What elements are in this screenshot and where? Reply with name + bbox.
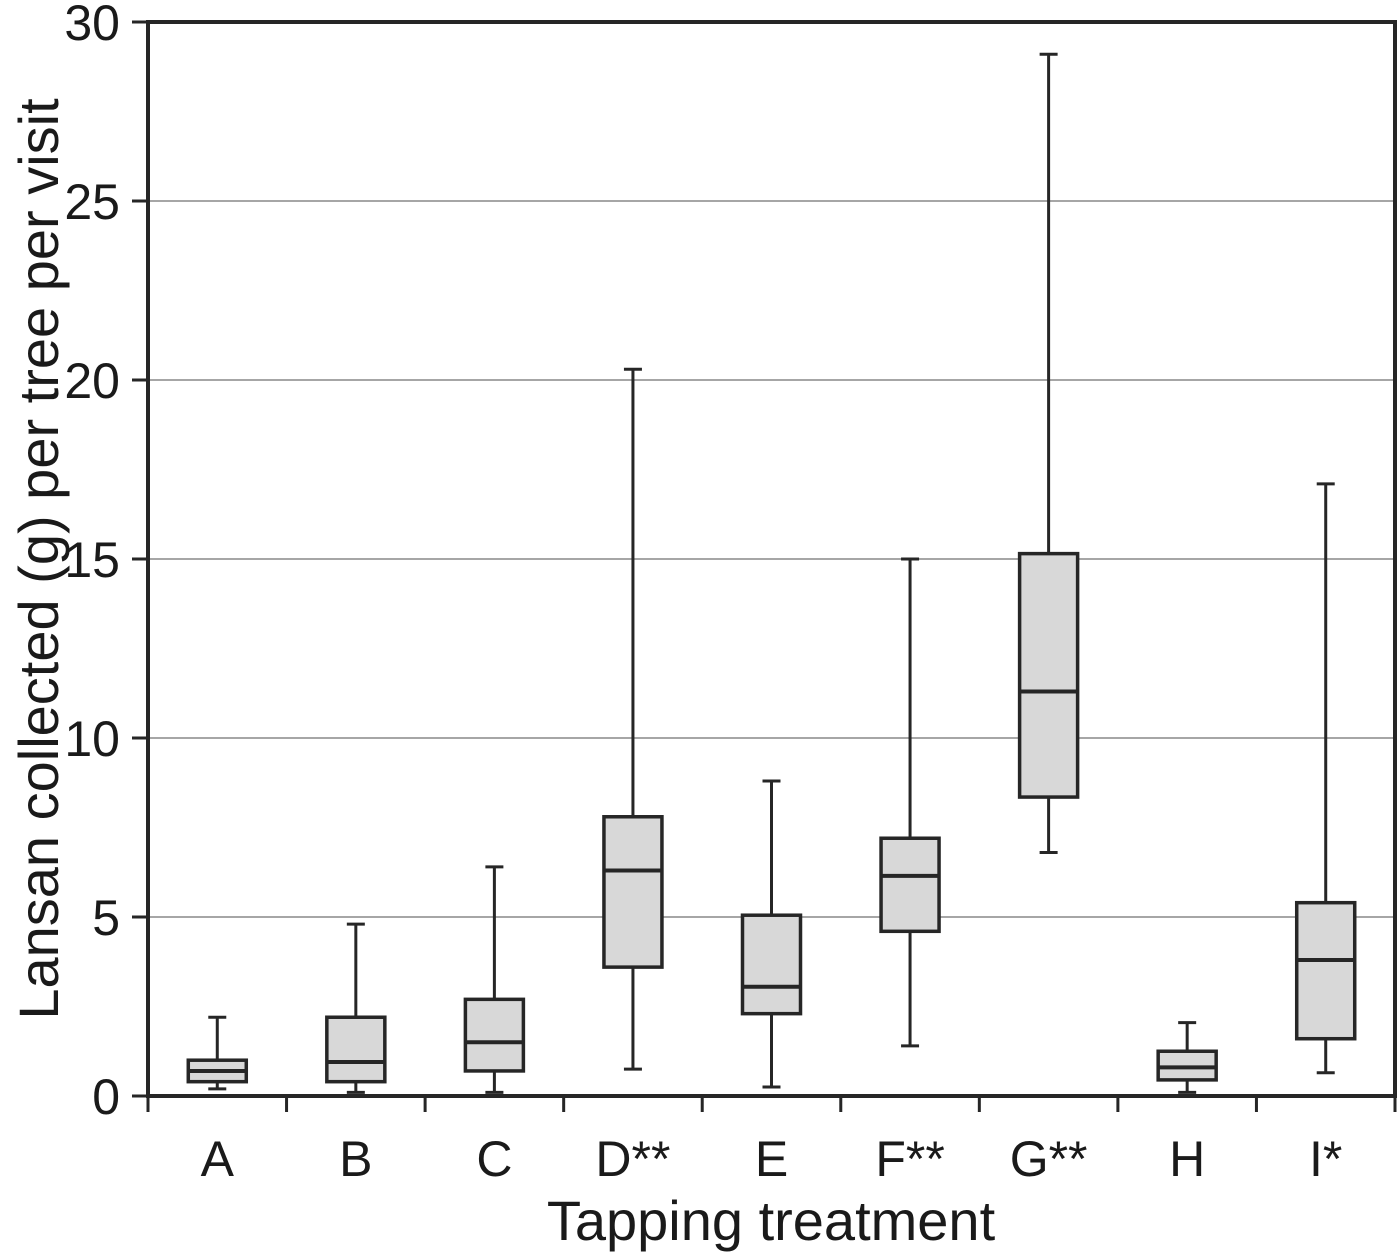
ticks-group	[132, 20, 1397, 1112]
y-tick-label: 30	[64, 0, 120, 51]
y-axis-title: Lansan collected (g) per tree per visit	[7, 98, 70, 1020]
y-tick-label: 25	[64, 174, 120, 230]
box	[325, 1015, 387, 1084]
box	[463, 997, 526, 1073]
x-category-label: I*	[1309, 1131, 1342, 1187]
x-category-label: B	[339, 1131, 372, 1187]
box	[740, 913, 803, 1016]
box	[602, 815, 664, 969]
x-category-label: E	[755, 1131, 788, 1187]
x-category-label: G**	[1010, 1131, 1088, 1187]
gridlines-group	[148, 200, 1395, 918]
x-axis-title: Tapping treatment	[547, 1189, 996, 1252]
x-category-label: A	[201, 1131, 235, 1187]
boxes-group	[186, 52, 1357, 1094]
y-tick-label: 20	[64, 353, 120, 409]
x-category-label: H	[1169, 1131, 1205, 1187]
tick-labels-group: A B C D** E F** G** H I* 0 5 10 15 20 25 30	[64, 0, 1342, 1187]
y-tick-label: 0	[92, 1069, 120, 1125]
x-category-label: D**	[595, 1131, 670, 1187]
x-category-label: F**	[875, 1131, 944, 1187]
box	[879, 836, 941, 934]
y-tick-label: 5	[92, 890, 120, 946]
y-tick-label: 15	[64, 532, 120, 588]
box	[1017, 551, 1080, 799]
box	[1294, 900, 1357, 1041]
x-category-label: C	[476, 1131, 512, 1187]
y-tick-label: 10	[64, 711, 120, 767]
